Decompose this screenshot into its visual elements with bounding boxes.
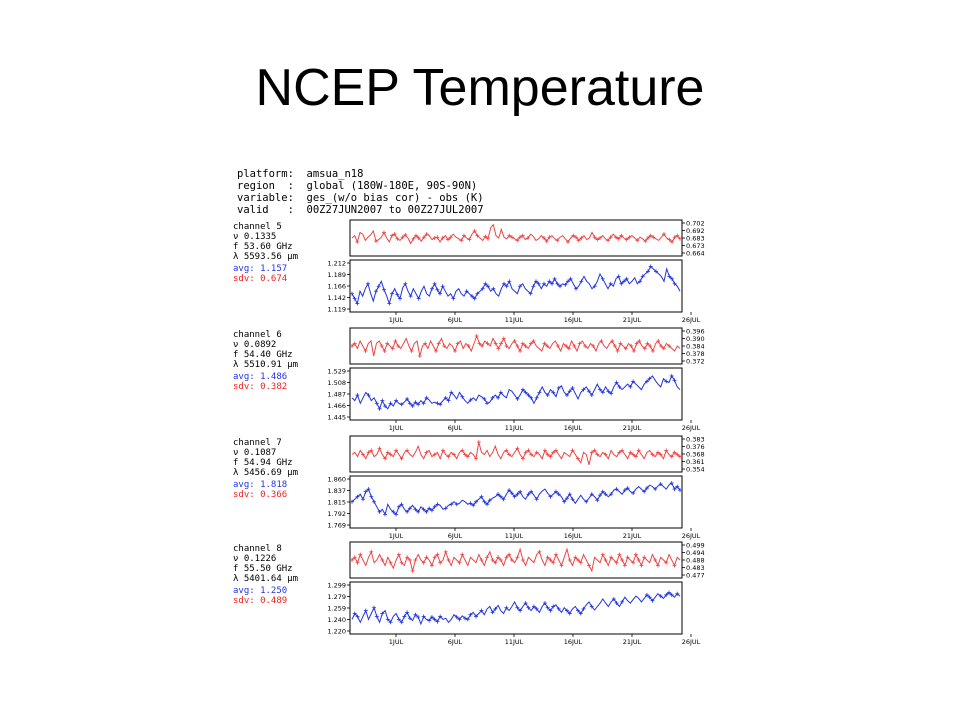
channel-wavelength: λ 5456.69 µm	[233, 468, 298, 478]
channel-avg: avg: 1.250	[233, 586, 287, 596]
mean-ytick-label: 1.860	[327, 476, 346, 484]
mean-ytick-label: 1.166	[327, 283, 346, 291]
channel-sdv: sdv: 0.382	[233, 382, 287, 392]
stddev-ytick-label: 0.372	[686, 358, 705, 366]
channel-plots: 0.7020.6920.6830.6730.664 1.212 1.189 1.166…	[229, 160, 689, 645]
mean-ytick-label: 1.189	[327, 271, 346, 279]
xtick-label: 1JUL	[389, 638, 404, 646]
xtick-label: 1JUL	[389, 424, 404, 432]
stddev-ytick-label: 0.477	[686, 572, 705, 580]
xtick-label: 21JUL	[623, 532, 642, 540]
mean-ytick-label: 1.240	[327, 616, 346, 624]
xtick-label: 26JUL	[682, 316, 701, 324]
channel-wavelength: λ 5593.56 µm	[233, 252, 298, 262]
channel-sdv: sdv: 0.366	[233, 490, 287, 500]
channel-frequency: f 54.94 GHz	[233, 458, 293, 468]
xtick-label: 16JUL	[564, 638, 583, 646]
channel-avg: avg: 1.818	[233, 480, 287, 490]
channel-avg: avg: 1.486	[233, 372, 287, 382]
channel-avg: avg: 1.157	[233, 264, 287, 274]
xtick-label: 6JUL	[448, 316, 463, 324]
xtick-label: 11JUL	[505, 316, 524, 324]
channel-frequency: f 54.40 GHz	[233, 350, 293, 360]
slide-title: NCEP Temperature	[0, 58, 960, 118]
xtick-label: 16JUL	[564, 532, 583, 540]
mean-ytick-label: 1.529	[327, 368, 346, 376]
xtick-label: 21JUL	[623, 638, 642, 646]
channel-wavelength: λ 5401.64 µm	[233, 574, 298, 584]
stddev-ytick-label: 0.664	[686, 250, 705, 258]
figure: platform: amsua_n18 region : global (180…	[229, 160, 689, 645]
xtick-label: 1JUL	[389, 316, 404, 324]
xtick-label: 6JUL	[448, 638, 463, 646]
channel-wavenumber: ν 0.1226	[233, 554, 276, 564]
mean-ytick-label: 1.445	[327, 414, 346, 422]
mean-ytick-label: 1.119	[327, 306, 346, 314]
xtick-label: 26JUL	[682, 532, 701, 540]
xtick-label: 21JUL	[623, 424, 642, 432]
channel-frequency: f 55.50 GHz	[233, 564, 293, 574]
xtick-label: 26JUL	[682, 638, 701, 646]
stddev-panel-frame	[350, 220, 682, 256]
xtick-label: 16JUL	[564, 316, 583, 324]
xtick-label: 6JUL	[448, 424, 463, 432]
mean-ytick-label: 1.487	[327, 391, 346, 399]
xtick-label: 21JUL	[623, 316, 642, 324]
mean-ytick-label: 1.220	[327, 628, 346, 636]
channel-frequency: f 53.60 GHz	[233, 242, 293, 252]
mean-ytick-label: 1.508	[327, 379, 346, 387]
mean-panel-frame	[350, 476, 682, 528]
channel-label: channel 8	[233, 544, 282, 554]
channel-wavenumber: ν 0.0892	[233, 340, 276, 350]
channel-wavelength: λ 5510.91 µm	[233, 360, 298, 370]
mean-ytick-label: 1.212	[327, 260, 346, 268]
channel-label: channel 6	[233, 330, 282, 340]
channel-sdv: sdv: 0.489	[233, 596, 287, 606]
xtick-label: 11JUL	[505, 424, 524, 432]
mean-ytick-label: 1.837	[327, 487, 346, 495]
mean-ytick-label: 1.815	[327, 499, 346, 507]
mean-panel-frame	[350, 260, 682, 312]
channel-wavenumber: ν 0.1335	[233, 232, 276, 242]
xtick-label: 1JUL	[389, 532, 404, 540]
channel-sdv: sdv: 0.674	[233, 274, 287, 284]
mean-panel-frame	[350, 368, 682, 420]
mean-ytick-label: 1.279	[327, 593, 346, 601]
channel-wavenumber: ν 0.1087	[233, 448, 276, 458]
mean-ytick-label: 1.259	[327, 605, 346, 613]
mean-ytick-label: 1.299	[327, 582, 346, 590]
mean-ytick-label: 1.769	[327, 522, 346, 530]
channel-label: channel 5	[233, 222, 282, 232]
channel-label: channel 7	[233, 438, 282, 448]
xtick-label: 11JUL	[505, 638, 524, 646]
xtick-label: 11JUL	[505, 532, 524, 540]
mean-ytick-label: 1.792	[327, 510, 346, 518]
mean-ytick-label: 1.142	[327, 294, 346, 302]
xtick-label: 6JUL	[448, 532, 463, 540]
mean-ytick-label: 1.466	[327, 402, 346, 410]
xtick-label: 16JUL	[564, 424, 583, 432]
stddev-ytick-label: 0.354	[686, 466, 705, 474]
xtick-label: 26JUL	[682, 424, 701, 432]
